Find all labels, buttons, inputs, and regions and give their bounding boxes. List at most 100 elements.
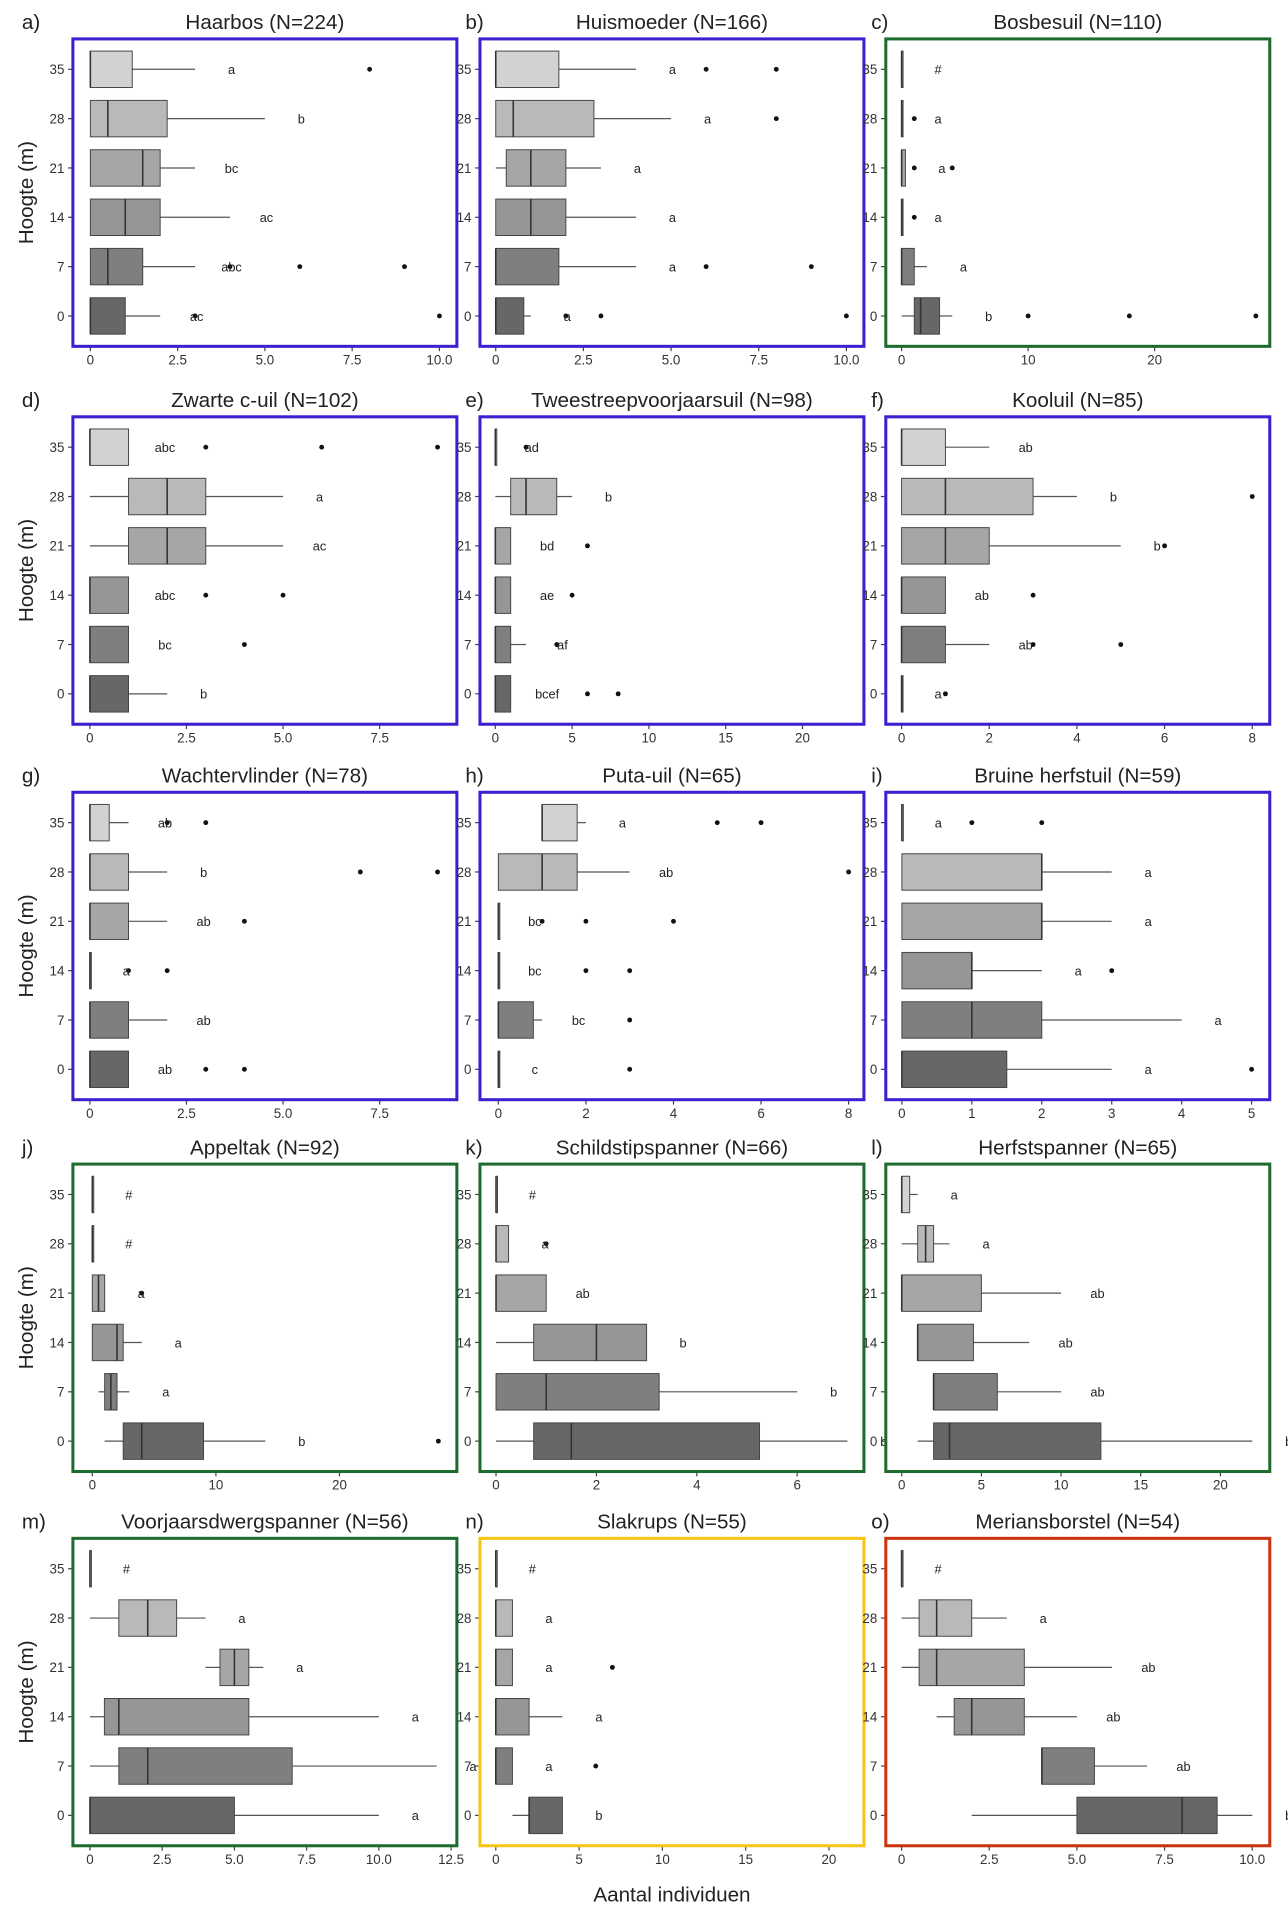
y-tick-label: 0 [57,687,64,702]
y-tick-label: 14 [50,210,65,225]
y-tick-label: 28 [862,865,877,880]
x-tick-label: 20 [1147,353,1162,368]
significance-letter: a [1040,1611,1048,1626]
y-tick-label: 28 [862,1237,877,1252]
significance-letter: # [125,1237,133,1252]
x-axis-label: Aantal individuen [593,1884,750,1907]
y-tick-label: 21 [457,161,472,176]
significance-letter: b [298,1434,305,1449]
tree-decoration [736,463,862,724]
box [90,100,167,136]
outlier [593,1764,598,1769]
x-tick-label: 5 [568,730,575,745]
page: {"ylabel": "Hoogte (m)", "xlabel": "Aant… [0,0,1288,1917]
y-tick-label: 7 [57,637,64,652]
panel-label: g) [22,765,40,788]
y-tick-label: 7 [464,1013,471,1028]
x-tick-label: 7.5 [370,1106,389,1121]
outlier [281,593,286,598]
y-tick-label: 21 [862,914,877,929]
y-tick-label: 7 [870,1013,877,1028]
x-tick-label: 7.5 [370,730,389,745]
outlier [242,919,247,924]
x-tick-label: 5 [1248,1106,1255,1121]
x-tick-label: 8 [845,1106,852,1121]
x-tick-label: 0 [898,1106,905,1121]
box [92,1324,123,1360]
outlier [627,968,632,973]
panel: Schildstipspanner (N=66)k)024635#28a21ab… [457,1136,888,1492]
significance-letter: ab [1090,1385,1104,1400]
box [954,1698,1024,1734]
box [902,626,946,662]
x-tick-label: 6 [793,1478,800,1493]
panel: Wachtervlinder (N=78)g)Hoogte (m)02.55.0… [15,765,457,1121]
y-tick-label: 0 [870,309,877,324]
panel-title: Voorjaarsdwergspanner (N=56) [121,1511,408,1534]
y-axis-label: Hoogte (m) [15,1640,38,1743]
panel-title: Bruine herfstuil (N=59) [974,765,1181,788]
significance-letter: ab [1019,440,1033,455]
outlier [402,264,407,269]
significance-letter: a [704,111,712,126]
outlier [203,445,208,450]
x-tick-label: 5.0 [225,1852,244,1867]
outlier [912,116,917,121]
y-tick-label: 35 [50,816,65,831]
y-tick-label: 35 [862,1562,877,1577]
panel-border [886,39,1270,346]
significance-letter: bc [225,161,239,176]
box [90,429,129,465]
x-tick-label: 12.5 [438,1852,464,1867]
outlier [774,116,779,121]
y-tick-label: 14 [862,1710,877,1725]
significance-letter: abc [155,588,176,603]
panel-title: Puta-uil (N=65) [602,765,741,788]
box [496,1649,513,1685]
significance-letter: ab [197,1013,211,1028]
outlier [583,968,588,973]
y-tick-label: 7 [870,1759,877,1774]
significance-letter: a [619,816,627,831]
significance-letter: c [532,1062,539,1077]
box [496,1748,513,1784]
x-tick-label: 10 [655,1852,670,1867]
box [498,854,577,890]
box [919,1600,972,1636]
y-tick-label: 14 [50,1335,65,1350]
panel: Huismoeder (N=166)b)02.55.07.510.035a28a… [457,11,864,367]
significance-letter: b [985,309,992,324]
x-tick-label: 4 [670,1106,678,1121]
y-tick-label: 7 [464,1759,471,1774]
box [90,854,129,890]
y-tick-label: 14 [862,1335,877,1350]
box [902,952,972,988]
panel-title: Haarbos (N=224) [185,11,344,34]
significance-letter: a [951,1187,959,1202]
y-tick-label: 35 [50,62,65,77]
x-tick-label: 20 [332,1478,347,1493]
significance-letter: ac [313,539,327,554]
y-tick-label: 28 [50,1237,65,1252]
significance-letter: ab [1059,1335,1073,1350]
significance-letter: # [935,62,943,77]
significance-letter: a [564,309,572,324]
y-tick-label: 28 [457,489,472,504]
outlier [715,820,720,825]
outlier [242,1067,247,1072]
outlier [969,820,974,825]
panel-label: a) [22,11,40,34]
significance-letter: ab [975,588,989,603]
box [496,1275,546,1311]
y-tick-label: 21 [862,1660,877,1675]
outlier [1253,314,1258,319]
significance-letter: b [1110,489,1117,504]
panel-label: o) [871,1511,889,1534]
outlier [583,919,588,924]
x-tick-label: 5.0 [662,353,681,368]
box [90,1797,234,1833]
box [529,1797,562,1833]
x-tick-label: 0 [898,353,905,368]
significance-letter: a [1145,1062,1153,1077]
panel-title: Meriansborstel (N=54) [975,1511,1180,1534]
